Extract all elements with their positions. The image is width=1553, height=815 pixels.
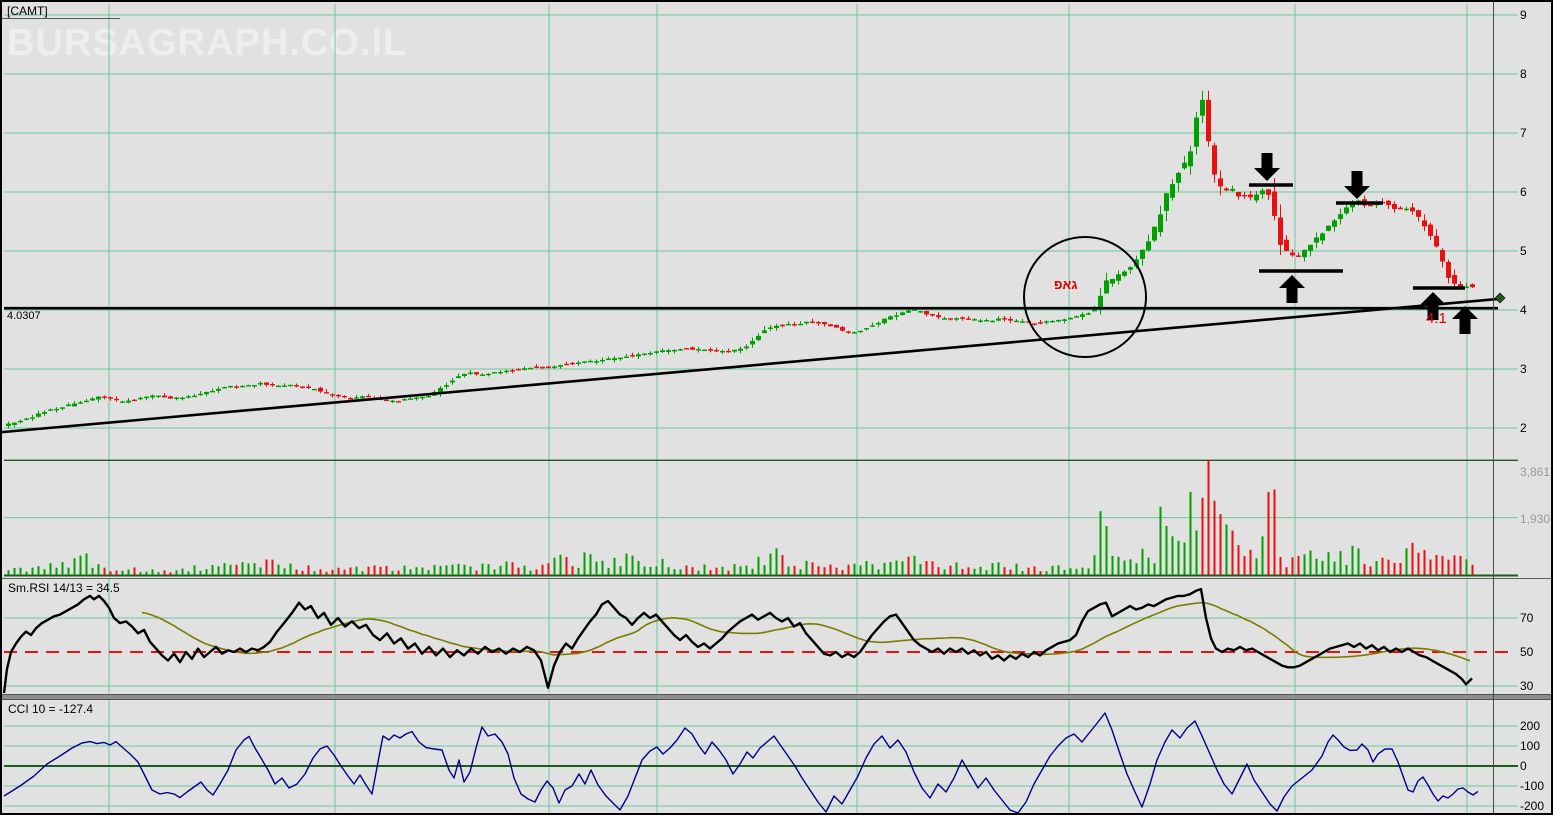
- price-axis-label: 5: [1520, 244, 1527, 258]
- rsi-axis-label: 30: [1520, 679, 1534, 693]
- volume-axis-label: 3,861: [1520, 465, 1551, 480]
- rsi-pane-title: Sm.RSI 14/13 = 34.5: [8, 581, 120, 595]
- rsi-axis-label: 70: [1520, 611, 1534, 625]
- axis-gutter-divider: [1493, 2, 1494, 813]
- watermark-logo: BURSAGRAPH.CO.IL: [7, 22, 408, 64]
- pane-separator-volume-rsi[interactable]: [2, 578, 1551, 579]
- pane-separator-rsi-cci[interactable]: [2, 694, 1551, 700]
- cci-pane-title: CCI 10 = -127.4: [8, 702, 94, 716]
- price-axis-label: 4: [1520, 303, 1527, 317]
- volume-axis-label: 1,930: [1520, 511, 1551, 526]
- cci-axis-label: 0: [1520, 759, 1527, 773]
- price-axis-label: 6: [1520, 185, 1527, 199]
- ticker-underline: [2, 18, 120, 19]
- support-price-label: 4.1: [1426, 310, 1447, 327]
- price-axis-label: 2: [1520, 421, 1527, 435]
- price-axis-label: 8: [1520, 67, 1527, 81]
- gap-annotation-label: גאפ: [1054, 277, 1078, 292]
- cci-pane[interactable]: [2, 700, 1493, 813]
- price-axis-label: 3: [1520, 362, 1527, 376]
- rsi-axis-label: 50: [1520, 645, 1534, 659]
- rsi-pane[interactable]: [2, 579, 1493, 694]
- price-pane[interactable]: [2, 4, 1493, 447]
- volume-pane[interactable]: [2, 447, 1493, 577]
- ticker-symbol[interactable]: [CAMT]: [7, 4, 48, 18]
- cci-axis-label: -200: [1520, 799, 1545, 813]
- resistance-price-label: 4.0307: [7, 310, 41, 322]
- cci-axis-label: -100: [1520, 779, 1545, 793]
- price-axis-label: 9: [1520, 8, 1527, 22]
- price-axis-label: 7: [1520, 126, 1527, 140]
- cci-axis-label: 200: [1520, 719, 1541, 733]
- cci-axis-label: 100: [1520, 739, 1541, 753]
